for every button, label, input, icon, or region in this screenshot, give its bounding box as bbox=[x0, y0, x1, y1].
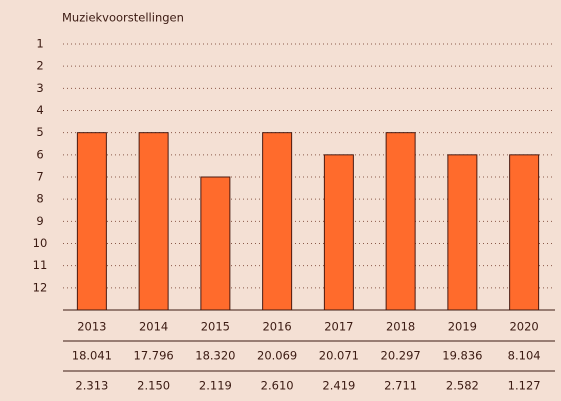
x-tick-label: 2015 bbox=[201, 320, 230, 334]
table-cell: 20.297 bbox=[381, 349, 421, 363]
table-cell: 19.836 bbox=[442, 349, 482, 363]
bar bbox=[323, 154, 354, 311]
table-cell: 20.069 bbox=[257, 349, 297, 363]
y-tick-label: 12 bbox=[33, 280, 48, 294]
x-tick-label: 2013 bbox=[77, 320, 106, 334]
chart-title: Muziekvoorstellingen bbox=[62, 11, 184, 25]
table-cell: 17.796 bbox=[134, 349, 174, 363]
x-tick-label: 2014 bbox=[139, 320, 168, 334]
y-tick-label: 9 bbox=[36, 214, 43, 228]
y-tick-label: 1 bbox=[36, 37, 43, 51]
x-tick-label: 2016 bbox=[262, 320, 291, 334]
bar bbox=[76, 132, 107, 311]
bar bbox=[200, 176, 231, 311]
x-tick-label: 2018 bbox=[386, 320, 415, 334]
y-tick-label: 7 bbox=[36, 170, 43, 184]
x-tick-label: 2017 bbox=[324, 320, 353, 334]
x-tick-label: 2019 bbox=[448, 320, 477, 334]
y-tick-label: 10 bbox=[33, 236, 48, 250]
y-tick-label: 5 bbox=[36, 125, 43, 139]
table-cell: 2.150 bbox=[137, 379, 170, 393]
y-tick-label: 4 bbox=[36, 103, 43, 117]
bar bbox=[138, 132, 169, 311]
table-cell: 2.313 bbox=[75, 379, 108, 393]
y-tick-label: 2 bbox=[36, 59, 43, 73]
y-tick-label: 6 bbox=[36, 147, 43, 161]
table-cell: 18.041 bbox=[72, 349, 112, 363]
x-tick-label: 2020 bbox=[509, 320, 538, 334]
table-cell: 1.127 bbox=[508, 379, 541, 393]
y-tick-label: 3 bbox=[36, 81, 43, 95]
table-cell: 18.320 bbox=[195, 349, 235, 363]
table-cell: 2.119 bbox=[199, 379, 232, 393]
table-cell: 2.610 bbox=[261, 379, 294, 393]
table-cell: 20.071 bbox=[319, 349, 359, 363]
bar bbox=[447, 154, 478, 311]
y-tick-label: 8 bbox=[36, 192, 43, 206]
bar bbox=[509, 154, 540, 311]
table-cell: 2.419 bbox=[322, 379, 355, 393]
y-tick-label: 11 bbox=[33, 258, 48, 272]
table-cell: 8.104 bbox=[508, 349, 541, 363]
table-cell: 2.582 bbox=[446, 379, 479, 393]
table-cell: 2.711 bbox=[384, 379, 417, 393]
bar bbox=[385, 132, 416, 311]
bar bbox=[262, 132, 293, 311]
